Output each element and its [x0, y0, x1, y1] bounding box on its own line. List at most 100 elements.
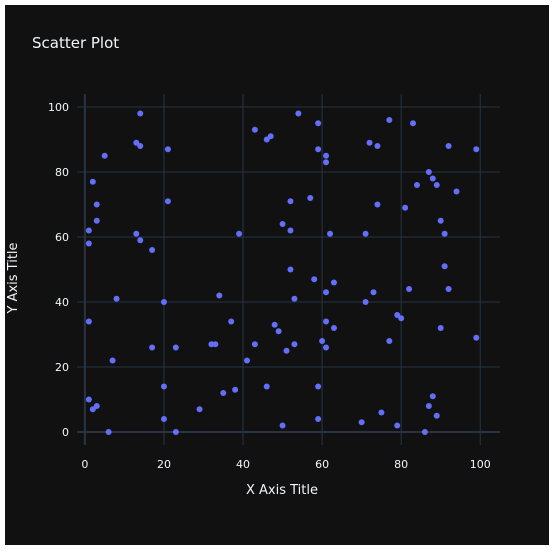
scatter-point[interactable]: [137, 237, 144, 244]
scatter-point[interactable]: [441, 230, 448, 237]
scatter-point[interactable]: [358, 419, 365, 426]
scatter-point[interactable]: [473, 334, 480, 341]
scatter-point[interactable]: [283, 347, 290, 354]
scatter-point[interactable]: [212, 341, 219, 348]
scatter-point[interactable]: [137, 110, 144, 117]
scatter-point[interactable]: [406, 286, 413, 292]
scatter-point[interactable]: [433, 182, 440, 188]
scatter-point[interactable]: [89, 406, 96, 413]
scatter-point[interactable]: [366, 139, 373, 146]
scatter-point[interactable]: [287, 266, 294, 273]
scatter-point[interactable]: [386, 117, 393, 123]
scatter-point[interactable]: [437, 217, 444, 224]
scatter-point[interactable]: [105, 429, 112, 435]
scatter-point[interactable]: [374, 143, 381, 149]
scatter-point[interactable]: [413, 182, 420, 188]
scatter-point[interactable]: [101, 152, 108, 159]
scatter-point[interactable]: [394, 312, 401, 318]
scatter-point[interactable]: [251, 126, 258, 133]
scatter-point[interactable]: [437, 325, 444, 331]
scatter-point[interactable]: [172, 429, 179, 435]
scatter-point[interactable]: [172, 344, 179, 351]
scatter-point[interactable]: [149, 247, 156, 253]
scatter-point[interactable]: [445, 143, 452, 149]
scatter-point[interactable]: [93, 403, 100, 409]
scatter-point[interactable]: [362, 230, 369, 237]
scatter-point[interactable]: [287, 198, 294, 205]
scatter-point[interactable]: [89, 178, 96, 185]
scatter-point[interactable]: [236, 230, 243, 237]
scatter-point[interactable]: [295, 110, 302, 117]
scatter-point[interactable]: [429, 393, 436, 400]
scatter-point[interactable]: [160, 299, 167, 305]
scatter-point[interactable]: [323, 289, 330, 296]
scatter-point[interactable]: [319, 338, 326, 344]
scatter-point[interactable]: [279, 422, 286, 429]
scatter-point[interactable]: [323, 152, 330, 159]
scatter-point[interactable]: [85, 240, 92, 247]
scatter-point[interactable]: [267, 133, 274, 140]
scatter-point[interactable]: [307, 195, 314, 201]
scatter-point[interactable]: [137, 143, 144, 149]
scatter-point[interactable]: [323, 318, 330, 325]
scatter-point[interactable]: [291, 341, 298, 348]
scatter-point[interactable]: [311, 276, 318, 283]
scatter-point[interactable]: [85, 227, 92, 234]
scatter-point[interactable]: [425, 403, 432, 409]
scatter-point[interactable]: [330, 279, 337, 286]
scatter-point[interactable]: [323, 159, 330, 166]
scatter-point[interactable]: [149, 344, 156, 351]
scatter-point[interactable]: [228, 318, 235, 325]
scatter-point[interactable]: [410, 120, 417, 127]
scatter-point[interactable]: [386, 338, 393, 344]
scatter-point[interactable]: [402, 204, 409, 211]
scatter-point[interactable]: [315, 146, 322, 153]
scatter-point[interactable]: [315, 383, 322, 390]
data-points[interactable]: [85, 110, 480, 436]
scatter-point[interactable]: [291, 295, 298, 302]
scatter-point[interactable]: [160, 383, 167, 390]
scatter-point[interactable]: [327, 230, 334, 237]
scatter-point[interactable]: [93, 217, 100, 224]
scatter-point[interactable]: [378, 409, 385, 416]
scatter-point[interactable]: [109, 357, 116, 364]
scatter-point[interactable]: [441, 263, 448, 270]
scatter-point[interactable]: [164, 146, 171, 153]
scatter-point[interactable]: [113, 295, 120, 302]
scatter-point[interactable]: [263, 383, 270, 390]
scatter-point[interactable]: [216, 292, 223, 299]
scatter-point[interactable]: [453, 188, 460, 195]
scatter-point[interactable]: [279, 221, 286, 227]
scatter-point[interactable]: [362, 299, 369, 305]
scatter-point[interactable]: [251, 341, 258, 348]
scatter-point[interactable]: [374, 201, 381, 208]
scatter-point[interactable]: [394, 422, 401, 429]
scatter-point[interactable]: [445, 286, 452, 292]
scatter-point[interactable]: [370, 289, 377, 296]
scatter-point[interactable]: [433, 412, 440, 419]
scatter-point[interactable]: [133, 230, 140, 237]
scatter-point[interactable]: [85, 318, 92, 325]
scatter-point[interactable]: [85, 396, 92, 403]
scatter-point[interactable]: [323, 344, 330, 351]
scatter-point[interactable]: [243, 357, 250, 364]
scatter-point[interactable]: [220, 390, 227, 396]
scatter-point[interactable]: [425, 169, 432, 175]
scatter-point[interactable]: [232, 386, 239, 393]
scatter-point[interactable]: [196, 406, 203, 413]
scatter-point[interactable]: [164, 198, 171, 205]
scatter-point[interactable]: [287, 227, 294, 234]
scatter-point[interactable]: [398, 315, 405, 322]
scatter-point[interactable]: [421, 429, 428, 435]
scatter-point[interactable]: [429, 175, 436, 182]
scatter-point[interactable]: [315, 416, 322, 422]
scatter-point[interactable]: [271, 321, 278, 328]
scatter-point[interactable]: [263, 136, 270, 143]
scatter-point[interactable]: [275, 328, 282, 335]
scatter-point[interactable]: [315, 120, 322, 127]
scatter-point[interactable]: [330, 325, 337, 331]
scatter-point[interactable]: [133, 139, 140, 146]
scatter-point[interactable]: [160, 416, 167, 422]
scatter-point[interactable]: [93, 201, 100, 208]
scatter-point[interactable]: [473, 146, 480, 153]
